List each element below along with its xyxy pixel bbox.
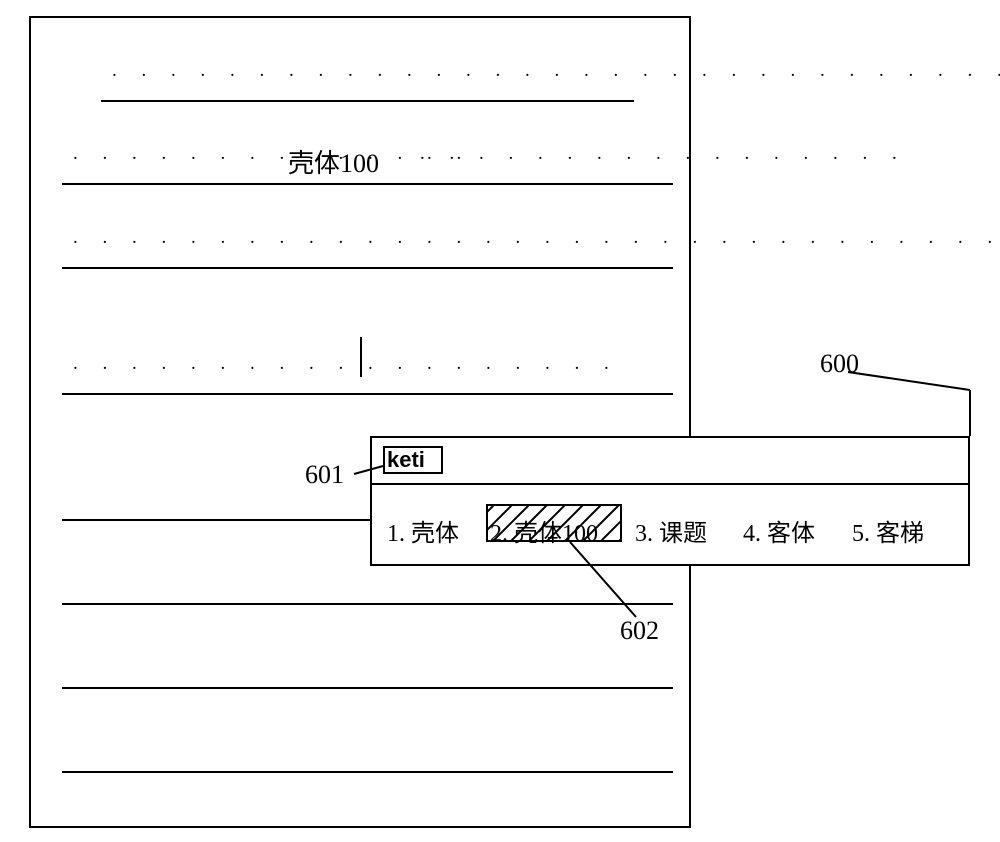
figure-canvas: . . . . . . . . . . . . . . . . . . . . … <box>0 0 1000 842</box>
leader-602 <box>0 0 1000 842</box>
ref-label-602: 602 <box>620 616 659 646</box>
